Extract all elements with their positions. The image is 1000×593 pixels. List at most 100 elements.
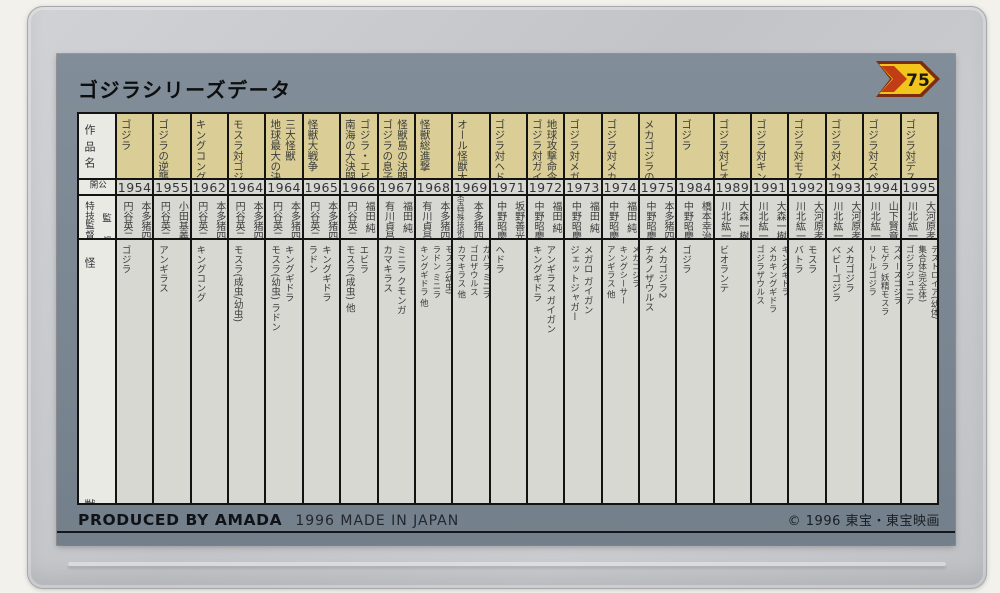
movie-column: キングコング対ゴジラ 1962 本多 猪四郎 円谷 英二 キングコング xyxy=(189,114,228,503)
directors-cell: 大河原孝夫川北紘一 xyxy=(901,194,937,239)
release-year-cell: 1994 xyxy=(864,178,900,195)
release-year-cell: 1962 xyxy=(191,178,228,195)
monsters-cell: ミニラ クモンガ カマキラス xyxy=(378,238,414,503)
monsters-cell: メカゴジラ2 チタノザウルス xyxy=(640,238,676,503)
movie-column: ゴジラ・エビラ・モスラ 南海の大決闘 1966 福田純円谷 英二 エビラ モスラ(成虫) 他 xyxy=(339,114,377,503)
directors-cell: 大河原孝夫川北紘一 xyxy=(789,194,825,239)
release-year-cell: 1975 xyxy=(640,178,676,195)
movie-title-cell: ゴジラ対モスラ xyxy=(789,114,825,179)
movie-title-cell: ゴジラ・エビラ・モスラ 南海の大決闘 xyxy=(341,114,377,179)
sleeve-seam xyxy=(68,562,946,566)
directors-cell: 本多 猪四郎 有川 貞昌 xyxy=(415,194,452,239)
directors-cell: 坂野 善光 中野 昭慶 xyxy=(490,194,526,239)
directors-cell: 本多 猪四郎 円谷 英二 xyxy=(303,194,340,239)
directors-cell: 本多 猪四郎 円谷 英二 xyxy=(191,194,228,239)
movie-title-cell: 怪獣大戦争 xyxy=(303,114,340,179)
movie-title-cell: 怪獣総進撃 xyxy=(415,114,452,179)
trading-card-back: ゴジラシリーズデータ 75 作品名公開監督特技監督怪獣ゴジラ1954本多猪四郎円… xyxy=(57,54,955,545)
card-bottom-rule xyxy=(57,531,955,533)
directors-cell: 橋本 幸治 中野 昭慶 xyxy=(677,194,713,239)
movie-title-cell: ゴジラ対スペースゴジラ xyxy=(864,114,900,179)
row-header-column: 作品名公開監督特技監督怪獣 xyxy=(79,114,115,503)
directors-cell: 福田純中野 昭慶 xyxy=(602,194,639,239)
directors-cell: 大森 一樹 川北 紘一 xyxy=(752,194,788,239)
directors-cell: 福田純中野 昭慶 xyxy=(565,194,601,239)
card-footer: PRODUCED BY AMADA 1996 MADE IN JAPAN © 1… xyxy=(78,510,940,529)
release-year-cell: 1967 xyxy=(378,178,414,195)
movie-title-cell: 地球攻撃命令 ゴジラ対ガイガン xyxy=(527,114,564,179)
release-year-cell: 1972 xyxy=(527,178,564,195)
monsters-cell: キングギドラ モスラ(幼虫) ラドン xyxy=(266,238,302,503)
monsters-cell: ガバラ ミニラ ゴロザウルス カマキラス 他 xyxy=(453,238,489,503)
directors-cell: 本多 猪四郎 円谷 英二 xyxy=(266,194,302,239)
producer-credit: PRODUCED BY AMADA xyxy=(78,511,283,529)
directors-cell: 大河原孝夫川北紘一 xyxy=(826,194,863,239)
monsters-cell: ゴジラ xyxy=(117,238,153,503)
monsters-cell: デストロイア(幼体/集合体/完全体) ゴジラジュニア xyxy=(901,238,937,503)
made-in-credit: 1996 MADE IN JAPAN xyxy=(295,513,460,529)
monsters-cell: スペースゴジラ モゲラ 妖精モスラ リトルゴジラ xyxy=(864,238,900,503)
directors-cell: 本多 猪四郎 円谷 英二 xyxy=(229,194,265,239)
movie-title-cell: 三大怪獣 地球最大の決戦 xyxy=(266,114,302,179)
release-year-cell: 1993 xyxy=(826,178,863,195)
release-year-cell: 1965 xyxy=(303,178,340,195)
arrow-badge-icon: 75 xyxy=(876,61,940,97)
directors-cell: 本多 猪四郎 東宝特殊技術部 xyxy=(453,194,489,239)
release-year-cell: 1984 xyxy=(677,178,713,195)
release-year-cell: 1964 xyxy=(229,178,265,195)
monsters-cell: ビオランテ xyxy=(714,238,751,503)
monsters-cell: キングギドラ ラドン xyxy=(303,238,340,503)
movie-title-cell: ゴジラ対メカゴジラ xyxy=(602,114,639,179)
movie-column: 三大怪獣 地球最大の決戦 1964 本多 猪四郎 円谷 英二 キングギドラ モスラ(幼虫) ラド… xyxy=(264,114,302,503)
monsters-cell: メカゴジラ キングシーサー アンギラス 他 xyxy=(602,238,639,503)
movie-column: ゴジラ対ビオランテ 1989 大森 一樹 川北 紘一 ビオランテ xyxy=(712,114,751,503)
directors-cell: 本多 猪四郎 中野 昭慶 xyxy=(640,194,676,239)
directors-cell: 福田純有川 貞昌 xyxy=(378,194,414,239)
release-year-cell: 1971 xyxy=(490,178,526,195)
monsters-cell: ヘドラ xyxy=(490,238,526,503)
movie-column: ゴジラ 1984 橋本 幸治 中野 昭慶 ゴジラ xyxy=(675,114,713,503)
movie-column: 地球攻撃命令 ゴジラ対ガイガン 1972 福田純中野 昭慶 アンギラス ガイガン キングギド… xyxy=(525,114,564,503)
monsters-cell: モスラ(幼虫) ラドン ミニラ キングギドラ 他 xyxy=(415,238,452,503)
movie-column: ゴジラ対モスラ1992大河原孝夫川北紘一モスラバトラ xyxy=(787,114,825,503)
data-table: 作品名公開監督特技監督怪獣ゴジラ1954本多猪四郎円谷英二ゴジラゴジラの逆襲19… xyxy=(77,112,939,505)
directors-cell: 本多 猪四郎 円谷 英二 xyxy=(117,194,153,239)
monsters-cell: ゴジラ xyxy=(677,238,713,503)
release-year-cell: 1966 xyxy=(341,178,377,195)
monsters-cell: キングギドラ メカキングギドラ ゴジラザウルス xyxy=(752,238,788,503)
movie-title-cell: ゴジラ xyxy=(117,114,153,179)
movie-column: 怪獣総進撃 1968 本多 猪四郎 有川 貞昌 モスラ(幼虫) ラドン ミニラ キングギドラ 他 xyxy=(413,114,452,503)
release-year-cell: 1969 xyxy=(453,178,489,195)
movie-column: ゴジラ 1954 本多 猪四郎 円谷 英二 ゴジラ xyxy=(115,114,153,503)
movie-title-cell: ゴジラ対ヘドラ xyxy=(490,114,526,179)
movie-title-cell: 怪獣島の決闘 ゴジラの息子 xyxy=(378,114,414,179)
header-directors: 監督特技監督 xyxy=(79,194,115,239)
release-year-cell: 1989 xyxy=(714,178,751,195)
movie-title-cell: ゴジラの逆襲 xyxy=(154,114,190,179)
footer-left: PRODUCED BY AMADA 1996 MADE IN JAPAN xyxy=(78,510,459,529)
monsters-cell: キングコング xyxy=(191,238,228,503)
release-year-cell: 1964 xyxy=(266,178,302,195)
movie-column: 怪獣島の決闘 ゴジラの息子 1967 福田純有川 貞昌 ミニラ クモンガ カマキラス xyxy=(376,114,414,503)
movie-title-cell: ゴジラ対メガロ xyxy=(565,114,601,179)
monsters-cell: アンギラス xyxy=(154,238,190,503)
copyright-notice: © 1996 東宝・東宝映画 xyxy=(787,514,940,529)
movie-title-cell: メカゴジラの逆襲 xyxy=(640,114,676,179)
monsters-cell: エビラ モスラ(成虫) 他 xyxy=(341,238,377,503)
movie-column: オール怪獣大進撃 1969 本多 猪四郎 東宝特殊技術部 ガバラ ミニラ ゴロザウルス カマキ… xyxy=(451,114,489,503)
header-work-title: 作品名 xyxy=(79,114,115,179)
card-title: ゴジラシリーズデータ xyxy=(78,78,292,102)
directors-cell: 福田純中野 昭慶 xyxy=(527,194,564,239)
movie-column: 怪獣大戦争 1965 本多 猪四郎 円谷 英二 キングギドラ ラドン xyxy=(301,114,340,503)
release-year-cell: 1955 xyxy=(154,178,190,195)
release-year-cell: 1995 xyxy=(901,178,937,195)
movie-column: モスラ対ゴジラ 1964 本多 猪四郎 円谷 英二 モスラ(成虫/幼虫) xyxy=(227,114,265,503)
movie-title-cell: ゴジラ対メカゴジラ xyxy=(826,114,863,179)
directors-cell: 小田 基義 円谷 英二 xyxy=(154,194,190,239)
monsters-cell: メカゴジラ ベビーゴジラ xyxy=(826,238,863,503)
release-year-cell: 1974 xyxy=(602,178,639,195)
monsters-cell: アンギラス ガイガン キングギドラ xyxy=(527,238,564,503)
release-year-cell: 1954 xyxy=(117,178,153,195)
release-year-cell: 1968 xyxy=(415,178,452,195)
